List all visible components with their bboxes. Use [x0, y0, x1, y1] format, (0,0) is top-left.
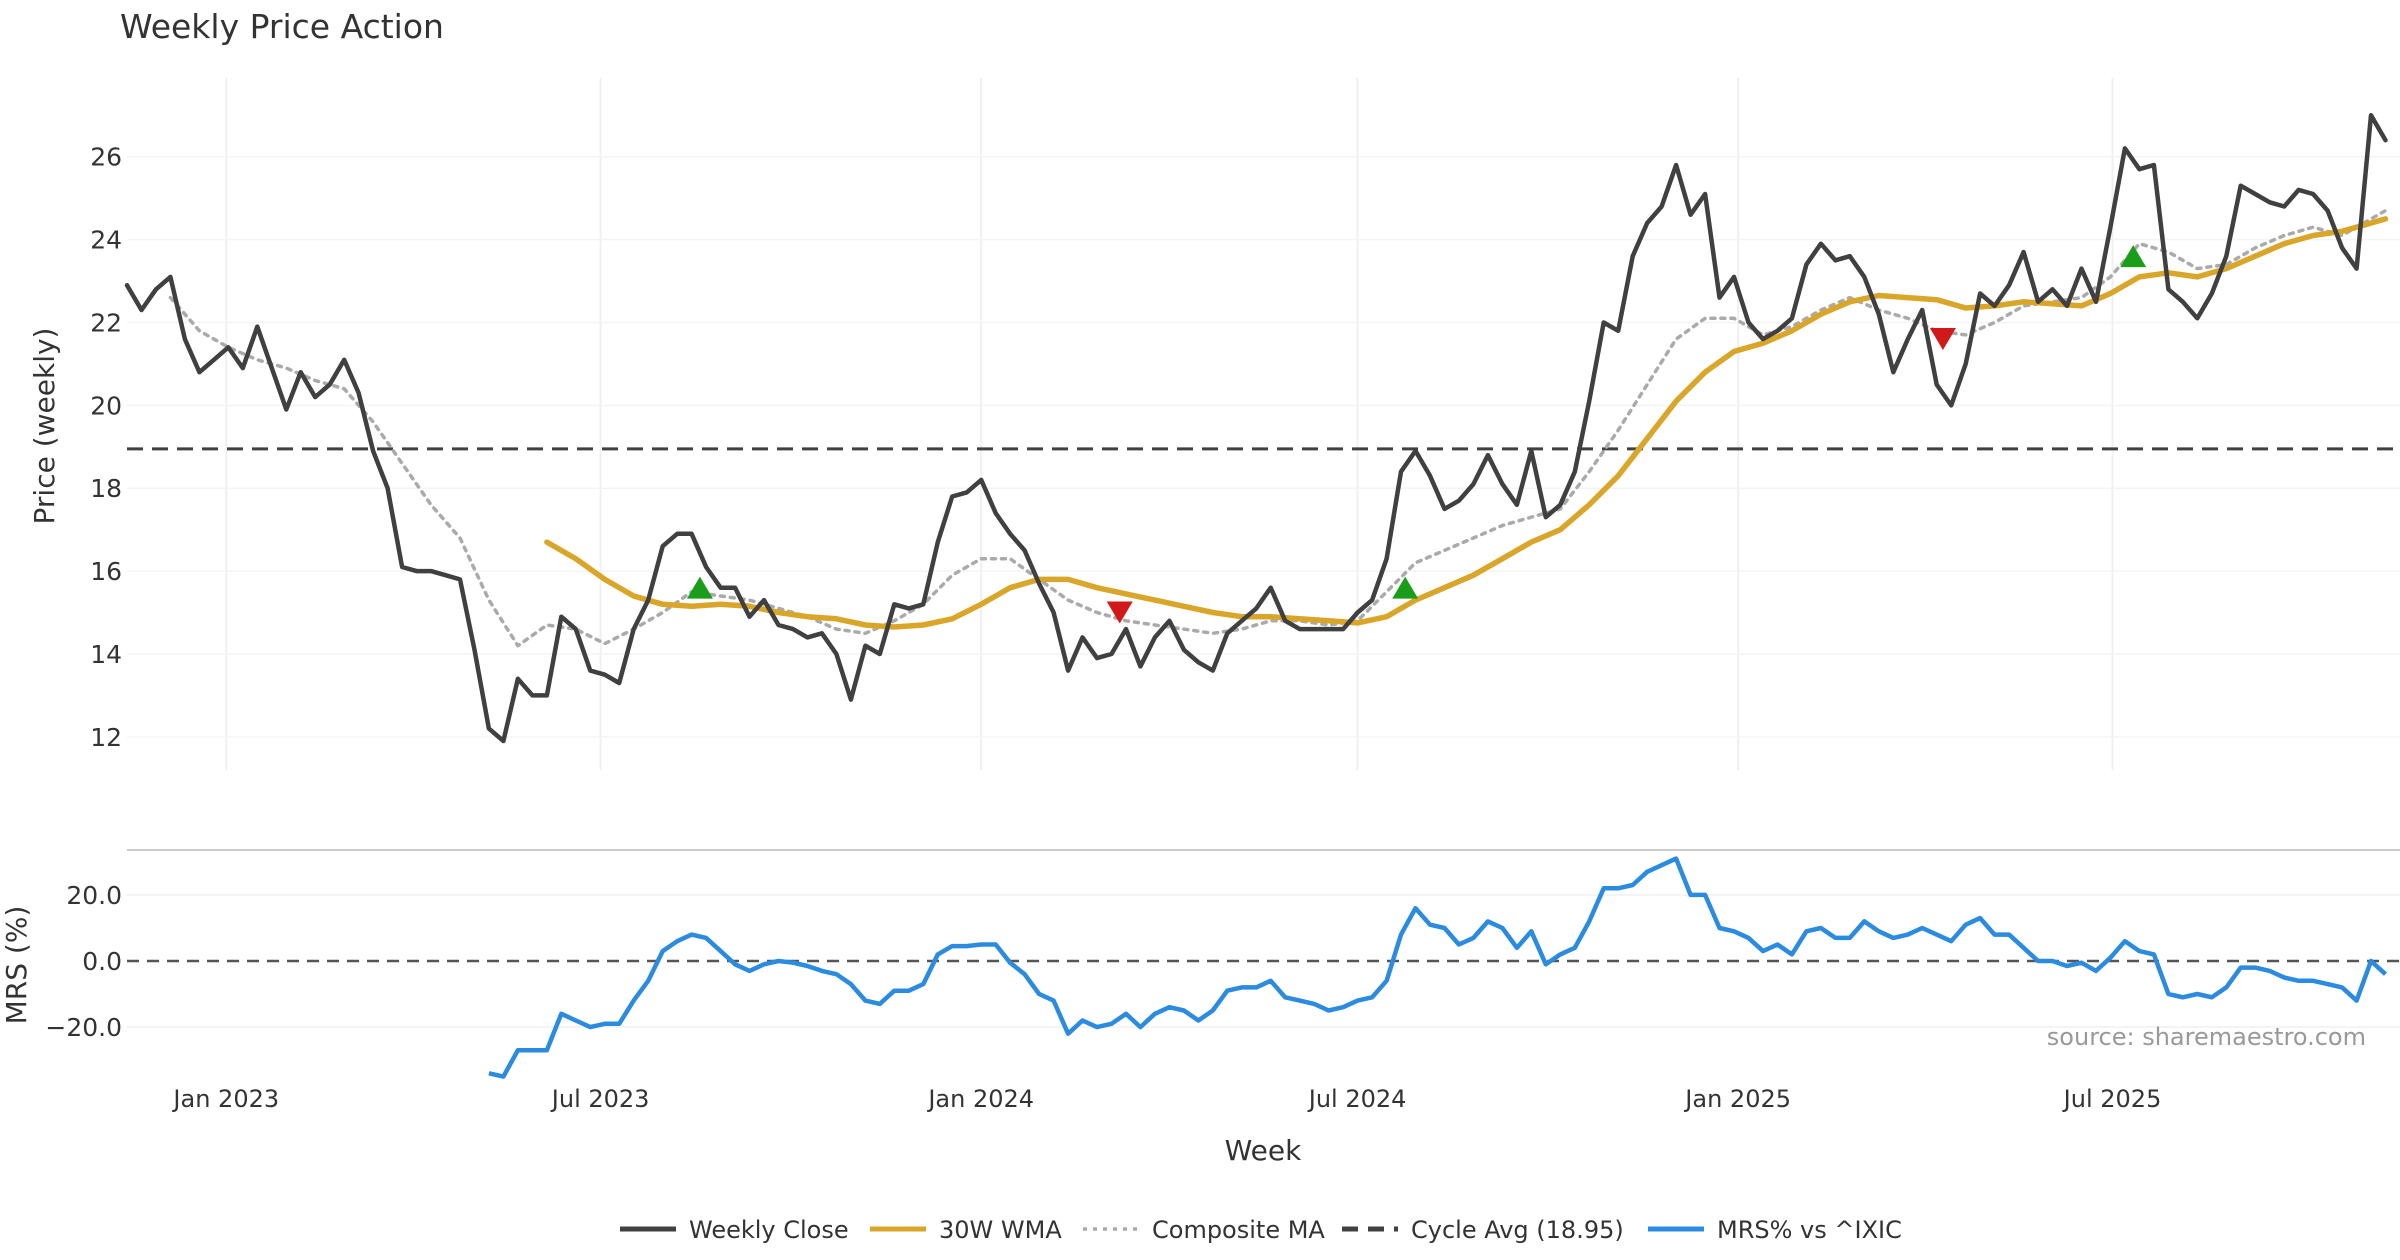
legend-item-weekly-close: Weekly Close	[620, 1216, 849, 1244]
chart-title: Weekly Price Action	[120, 7, 444, 46]
price-y-tick-label: 18	[90, 474, 122, 503]
mrs-y-tick-label: 20.0	[66, 881, 122, 910]
legend-item-30w-wma: 30W WMA	[870, 1216, 1062, 1244]
signal-markers	[686, 245, 2147, 624]
price-y-tick-label: 26	[90, 143, 122, 172]
x-axis-ticks: Jan 2023 Jul 2023 Jan 2024 Jul 2024 Jan 2025…	[171, 1085, 2161, 1113]
source-credit: source: sharemaestro.com	[2047, 1023, 2366, 1051]
price-y-tick-label: 20	[90, 391, 122, 420]
price-y-tick-label: 16	[90, 557, 122, 586]
x-tick-label: Jul 2025	[2062, 1085, 2162, 1113]
series-mrs-vs-ixic	[488, 856, 2388, 1079]
mrs-panel: 20.0 0.0 −20.0 MRS (%) source: sharemaestr…	[0, 849, 2400, 1079]
x-axis-label: Week	[1225, 1134, 1302, 1167]
price-series-lines	[124, 113, 2389, 744]
sell-signal-marker	[1929, 328, 1956, 351]
legend-label: Weekly Close	[689, 1216, 849, 1244]
price-y-axis-label: Price (weekly)	[28, 328, 61, 525]
x-tick-label: Jul 2024	[1307, 1085, 1407, 1113]
legend-label: MRS% vs ^IXIC	[1717, 1216, 1902, 1244]
x-tick-label: Jan 2023	[171, 1085, 279, 1113]
legend-item-composite-ma: Composite MA	[1083, 1216, 1325, 1244]
mrs-y-axis-label: MRS (%)	[0, 906, 33, 1025]
mrs-series-lines	[488, 856, 2388, 1079]
mrs-gridlines	[127, 894, 2400, 1028]
price-y-tick-label: 22	[90, 308, 122, 337]
price-y-ticks: 12 14 16 18 20 22 24 26	[90, 143, 122, 752]
x-tick-label: Jan 2024	[926, 1085, 1034, 1113]
series-composite-ma	[168, 208, 2388, 648]
buy-signal-marker	[2120, 245, 2147, 268]
mrs-y-ticks: 20.0 0.0 −20.0	[45, 881, 122, 1042]
series-weekly-close	[124, 113, 2388, 744]
price-gridlines	[127, 78, 2400, 770]
buy-signal-marker	[686, 576, 713, 599]
buy-signal-marker	[1392, 576, 1419, 599]
price-panel: 12 14 16 18 20 22 24 26 Price (weekly)	[28, 78, 2400, 770]
series-30w-wma	[544, 216, 2389, 630]
price-y-tick-label: 24	[90, 226, 122, 255]
mrs-y-tick-label: −20.0	[45, 1013, 122, 1042]
legend: Weekly Close 30W WMA Composite MA Cycle Avg…	[620, 1216, 1902, 1244]
legend-label: 30W WMA	[939, 1216, 1062, 1244]
price-y-tick-label: 12	[90, 723, 122, 752]
sell-signal-marker	[1106, 601, 1133, 624]
legend-item-mrs-vs-ixic: MRS% vs ^IXIC	[1648, 1216, 1902, 1244]
x-tick-label: Jan 2025	[1683, 1085, 1791, 1113]
legend-label: Composite MA	[1152, 1216, 1325, 1244]
x-tick-label: Jul 2023	[550, 1085, 650, 1113]
legend-label: Cycle Avg (18.95)	[1411, 1216, 1624, 1244]
mrs-y-tick-label: 0.0	[82, 947, 122, 976]
legend-item-cycle-avg-18-95: Cycle Avg (18.95)	[1342, 1216, 1624, 1244]
price-y-tick-label: 14	[90, 640, 122, 669]
